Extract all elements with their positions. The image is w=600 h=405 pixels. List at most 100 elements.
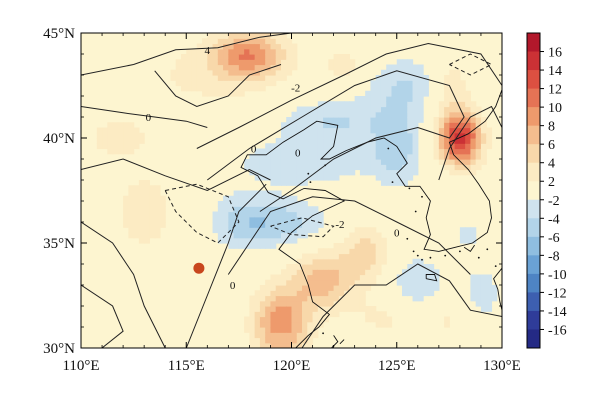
field-cell [402,174,408,181]
field-cell [212,227,219,234]
field-cell [128,201,135,207]
field-cell [380,138,387,144]
field-cell [249,211,256,218]
field-cell [312,332,319,339]
field-cell [470,132,477,139]
field-cell [286,54,293,60]
field-cell [365,243,372,249]
field-cell [328,264,335,270]
field-cell [302,174,308,181]
field-cell [423,269,429,276]
field-cell [128,222,135,228]
field-cell [270,290,277,297]
field-cell [391,117,398,123]
field-cell [286,138,293,144]
field-cell [133,206,140,213]
field-cell [407,106,414,113]
field-cell [228,59,235,66]
field-cell [280,290,287,297]
field-cell [407,269,414,276]
field-cell [307,143,314,150]
field-cell [133,190,140,197]
field-cell [375,75,382,81]
field-cell [302,117,308,123]
field-cell [344,117,350,123]
field-cell [349,232,356,239]
field-cell [265,290,272,297]
field-cell [412,143,419,150]
field-cell [359,96,366,102]
field-cell [349,290,356,297]
field-cell [307,311,314,318]
field-cell [338,290,345,297]
field-cell [365,164,372,171]
field-cell [317,153,324,160]
field-cell [275,75,282,81]
field-cell [280,64,287,71]
field-cell [323,316,329,323]
field-cell [244,222,250,228]
field-cell [480,300,487,307]
field-cell [454,69,461,76]
field-cell [280,174,287,181]
field-cell [302,180,308,186]
field-cell [228,38,235,45]
field-cell [323,169,329,176]
field-cell [238,222,245,228]
field-cell [328,174,335,181]
field-cell [317,148,324,155]
island-mark [477,256,480,259]
field-cell [475,159,482,165]
colorbar-label: 2 [548,175,555,190]
field-cell [270,342,277,348]
field-cell [317,311,324,318]
field-cell [417,279,424,286]
field-cell [238,59,245,66]
field-cell [412,290,419,297]
field-cell [254,174,261,181]
field-cell [312,164,319,171]
field-cell [480,153,487,160]
field-cell [259,316,266,323]
field-cell [407,138,414,144]
field-cell [254,38,261,45]
field-cell [280,311,287,318]
field-cell [370,306,377,312]
field-cell [217,48,224,55]
field-cell [254,80,261,87]
field-cell [291,290,298,297]
field-cell [238,43,245,50]
x-tick-label: 120°E [273,358,311,374]
field-cell [407,159,414,165]
field-cell [233,48,240,55]
field-cell [307,206,314,213]
field-cell [296,180,303,186]
field-cell [223,75,229,81]
field-cell [196,59,203,66]
field-cell [328,159,335,165]
field-cell [302,285,308,291]
field-cell [175,69,182,76]
field-cell [202,48,208,55]
field-cell [454,106,461,113]
field-cell [254,300,261,307]
field-cell [291,138,298,144]
field-cell [317,216,324,223]
field-cell [259,164,266,171]
field-cell [138,132,145,139]
coast-segment [240,89,502,348]
field-cell [465,127,472,134]
field-cell [417,285,424,291]
field-cell [359,279,366,286]
field-cell [433,117,440,123]
field-cell [302,337,308,344]
field-cell [344,300,350,307]
field-cell [323,279,329,286]
field-cell [233,64,240,71]
field-cell [459,85,466,92]
field-cell [317,132,324,139]
field-cell [333,64,340,71]
field-cell [223,54,229,60]
field-cell [444,90,450,97]
field-cell [275,332,282,339]
